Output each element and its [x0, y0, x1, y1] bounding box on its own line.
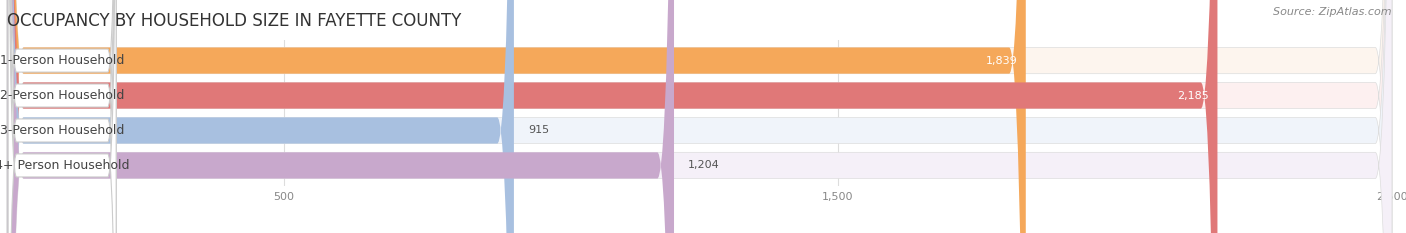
- FancyBboxPatch shape: [7, 0, 1392, 233]
- Text: 1-Person Household: 1-Person Household: [0, 54, 124, 67]
- Text: Source: ZipAtlas.com: Source: ZipAtlas.com: [1274, 7, 1392, 17]
- FancyBboxPatch shape: [7, 0, 673, 233]
- Text: 915: 915: [527, 126, 548, 135]
- Text: 2-Person Household: 2-Person Household: [0, 89, 124, 102]
- FancyBboxPatch shape: [7, 0, 515, 233]
- FancyBboxPatch shape: [8, 0, 117, 233]
- FancyBboxPatch shape: [7, 0, 1392, 233]
- Text: 4+ Person Household: 4+ Person Household: [0, 159, 129, 172]
- Text: 1,839: 1,839: [986, 56, 1018, 65]
- FancyBboxPatch shape: [7, 0, 1392, 233]
- Text: 2,185: 2,185: [1177, 91, 1209, 100]
- FancyBboxPatch shape: [7, 0, 1218, 233]
- Text: 1,204: 1,204: [688, 161, 720, 170]
- FancyBboxPatch shape: [8, 0, 117, 233]
- FancyBboxPatch shape: [8, 0, 117, 233]
- Text: 3-Person Household: 3-Person Household: [0, 124, 124, 137]
- FancyBboxPatch shape: [7, 0, 1392, 233]
- Text: OCCUPANCY BY HOUSEHOLD SIZE IN FAYETTE COUNTY: OCCUPANCY BY HOUSEHOLD SIZE IN FAYETTE C…: [7, 12, 461, 30]
- FancyBboxPatch shape: [8, 0, 117, 233]
- FancyBboxPatch shape: [7, 0, 1026, 233]
